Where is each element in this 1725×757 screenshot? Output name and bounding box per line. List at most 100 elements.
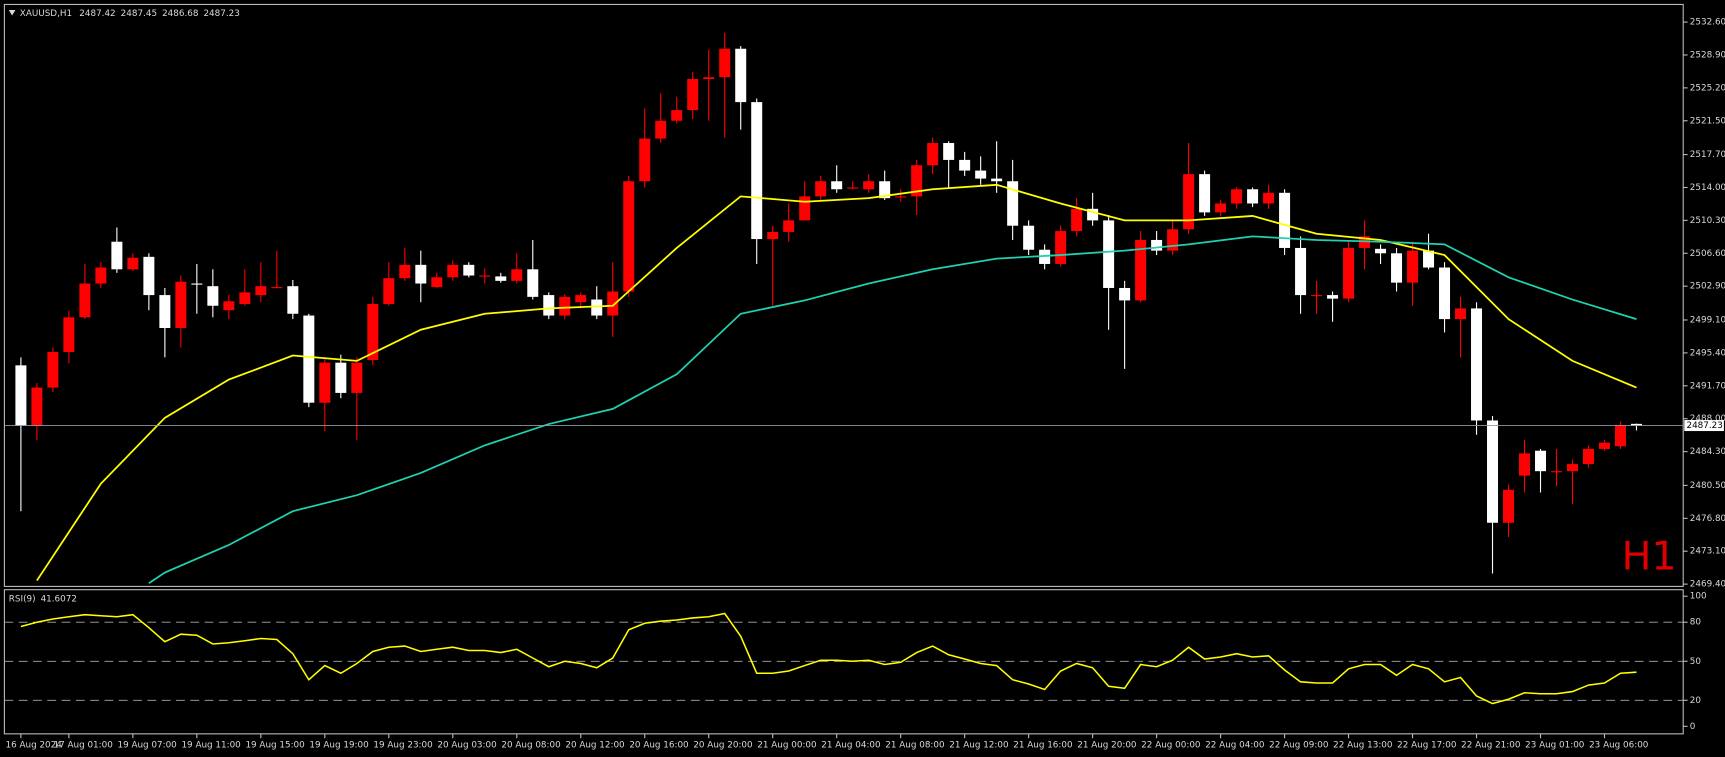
y-tick-label: 2476.80: [1690, 514, 1725, 524]
candle-body: [495, 276, 507, 281]
main-plot: [4, 32, 1684, 584]
candle-body: [415, 264, 427, 284]
dropdown-icon[interactable]: [8, 9, 16, 16]
x-tick-label: 21 Aug 20:00: [1077, 740, 1137, 750]
y-tick-label: 2469.40: [1690, 580, 1725, 590]
y-tick-label: 2491.70: [1690, 381, 1725, 391]
candle-body: [1327, 295, 1339, 299]
x-tick-label: 19 Aug 23:00: [373, 740, 433, 750]
candle-body: [527, 269, 539, 297]
candle-body: [63, 317, 75, 353]
candle-body: [1391, 253, 1403, 283]
candle-body: [367, 303, 379, 361]
candle-body: [783, 220, 795, 232]
candle-body: [895, 196, 907, 198]
candle-body: [1519, 453, 1531, 476]
candle-body: [767, 231, 779, 240]
rsi-y-tick-label: 100: [1690, 592, 1707, 602]
x-tick-label: 19 Aug 11:00: [181, 740, 241, 750]
candle-body: [1199, 174, 1211, 213]
candle-body: [799, 196, 811, 221]
candle-body: [271, 287, 283, 289]
candle-body: [127, 257, 139, 270]
x-tick-label: 23 Aug 06:00: [1589, 740, 1649, 750]
x-tick-label: 22 Aug 09:00: [1269, 740, 1329, 750]
y-tick-label: 2514.00: [1690, 183, 1725, 193]
x-tick-label: 20 Aug 08:00: [501, 740, 561, 750]
candle-body: [15, 365, 27, 426]
candle-body: [431, 277, 443, 288]
candle-body: [1231, 189, 1243, 204]
candle-body: [207, 286, 219, 306]
candle-body: [1503, 489, 1515, 523]
candle-body: [1407, 250, 1419, 283]
candle-body: [287, 286, 299, 314]
candle-body: [335, 362, 347, 393]
x-tick-label: 21 Aug 08:00: [885, 740, 945, 750]
x-tick-label: 22 Aug 00:00: [1141, 740, 1201, 750]
candle-body: [943, 143, 955, 160]
candle-body: [1535, 450, 1547, 472]
x-tick-label: 22 Aug 17:00: [1397, 740, 1457, 750]
candle-body: [1167, 229, 1179, 251]
candle-body: [815, 181, 827, 197]
candle-body: [639, 138, 651, 182]
candle-body: [255, 286, 267, 296]
candle-body: [655, 120, 667, 139]
rsi-current: 41.6072: [41, 594, 77, 604]
x-tick-label: 19 Aug 07:00: [117, 740, 177, 750]
candle-body: [79, 283, 91, 318]
header-high: 2487.45: [121, 9, 157, 19]
axes: 2532.60 2528.90 2525.20 2521.50 2517.70 2514.…: [6, 18, 1725, 751]
candle-body: [1023, 225, 1035, 250]
x-tick-label: 21 Aug 04:00: [821, 740, 881, 750]
y-tick-label: 2506.60: [1690, 249, 1725, 259]
current-price-box: [1684, 420, 1724, 432]
candle-body: [1103, 220, 1115, 288]
candle-body: [863, 181, 875, 190]
candle-body: [1071, 208, 1083, 232]
candle-body: [607, 291, 619, 316]
x-tick-label: 21 Aug 16:00: [1013, 740, 1073, 750]
candle-body: [143, 256, 155, 296]
candle-body: [447, 264, 459, 278]
candle-body: [463, 264, 475, 276]
x-tick-label: 16 Aug 2024: [6, 740, 63, 750]
y-tick-label: 2484.30: [1690, 447, 1725, 457]
header-low: 2486.68: [162, 9, 198, 19]
candle-body: [1311, 295, 1323, 297]
candle-body: [559, 296, 571, 316]
y-tick-label: 2473.10: [1690, 547, 1725, 557]
candle-body: [719, 48, 731, 78]
chart-header: XAUUSD,H1 2487.42 2487.45 2486.68 2487.2…: [20, 9, 240, 19]
candle-body: [239, 292, 251, 304]
y-tick-label: 2528.90: [1690, 50, 1725, 60]
y-tick-label: 2480.50: [1690, 481, 1725, 491]
candle-body: [1471, 308, 1483, 421]
candle-body: [223, 301, 235, 311]
candle-body: [383, 278, 395, 304]
candle-body: [1007, 181, 1019, 226]
candle-body: [959, 159, 971, 171]
candle-body: [399, 264, 411, 279]
candle-body: [1582, 448, 1594, 465]
rsi-line: [20, 612, 1637, 705]
x-tick-label: 23 Aug 01:00: [1525, 740, 1585, 750]
candle-body: [1630, 423, 1642, 426]
candle-body: [1487, 420, 1499, 523]
candle-body: [1151, 239, 1163, 251]
candle-body: [735, 48, 747, 103]
candle-body: [1343, 247, 1355, 299]
x-tick-label: 21 Aug 00:00: [757, 740, 817, 750]
candle-body: [1455, 308, 1467, 320]
candle-body: [1295, 247, 1307, 296]
candle-body: [1598, 442, 1610, 449]
timeframe-label: H1: [1622, 533, 1677, 579]
y-tick-label: 2499.10: [1690, 315, 1725, 325]
candle-body: [159, 295, 171, 328]
candle-body: [1551, 471, 1563, 473]
candle-body: [1279, 192, 1291, 248]
x-tick-label: 21 Aug 12:00: [949, 740, 1009, 750]
rsi-plot: [4, 612, 1684, 705]
